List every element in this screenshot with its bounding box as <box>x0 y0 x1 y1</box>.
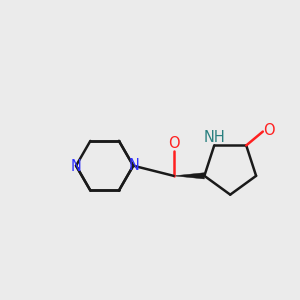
Text: O: O <box>168 136 179 151</box>
Text: NH: NH <box>204 130 226 145</box>
Polygon shape <box>174 173 204 179</box>
Text: O: O <box>263 123 275 138</box>
Text: N: N <box>70 158 81 173</box>
Text: N: N <box>128 158 139 173</box>
